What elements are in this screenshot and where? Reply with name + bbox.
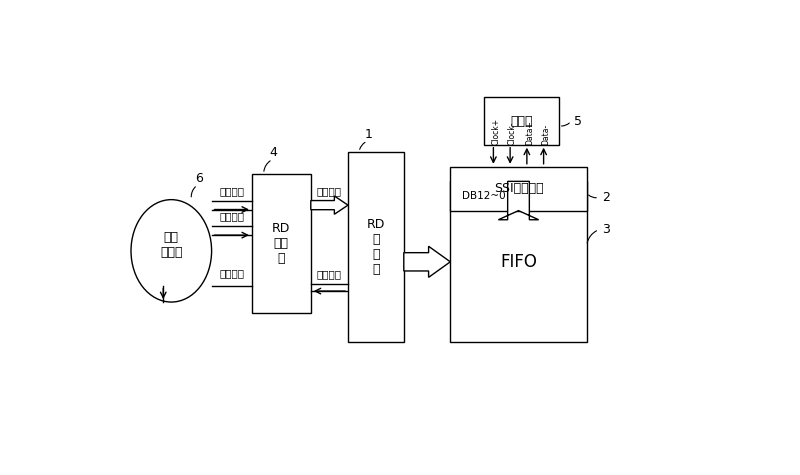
Text: 6: 6 xyxy=(195,172,203,185)
Text: RD
解码
器: RD 解码 器 xyxy=(272,222,290,265)
Text: 3: 3 xyxy=(602,223,610,236)
Text: Clock-: Clock- xyxy=(508,121,517,145)
Ellipse shape xyxy=(131,200,211,302)
Text: Clock+: Clock+ xyxy=(491,118,500,145)
Bar xyxy=(450,167,586,210)
Text: DB12~0: DB12~0 xyxy=(462,191,506,201)
Text: SSI通讯接口: SSI通讯接口 xyxy=(494,182,543,195)
Text: 正弦信号: 正弦信号 xyxy=(219,186,244,196)
Text: 上位机: 上位机 xyxy=(510,114,533,127)
Text: Data+: Data+ xyxy=(525,120,534,145)
Text: Data-: Data- xyxy=(542,124,550,145)
Text: 控制总线: 控制总线 xyxy=(317,269,342,279)
Bar xyxy=(252,174,310,313)
Text: 数据总线: 数据总线 xyxy=(317,186,342,196)
Text: 2: 2 xyxy=(602,191,610,204)
Polygon shape xyxy=(498,181,538,220)
Text: 1: 1 xyxy=(365,128,373,141)
Bar xyxy=(450,181,586,342)
Text: 励磁信号: 励磁信号 xyxy=(219,268,244,278)
Polygon shape xyxy=(310,196,348,214)
Bar xyxy=(348,152,404,342)
Polygon shape xyxy=(404,246,450,277)
Text: 余弦信号: 余弦信号 xyxy=(219,211,244,221)
Bar xyxy=(485,97,558,145)
Text: 4: 4 xyxy=(270,146,278,160)
Text: FIFO: FIFO xyxy=(500,253,537,271)
Text: RD
控
制
器: RD 控 制 器 xyxy=(366,218,385,276)
Text: 旋转
变压器: 旋转 变压器 xyxy=(160,231,182,259)
Text: 5: 5 xyxy=(574,114,582,127)
